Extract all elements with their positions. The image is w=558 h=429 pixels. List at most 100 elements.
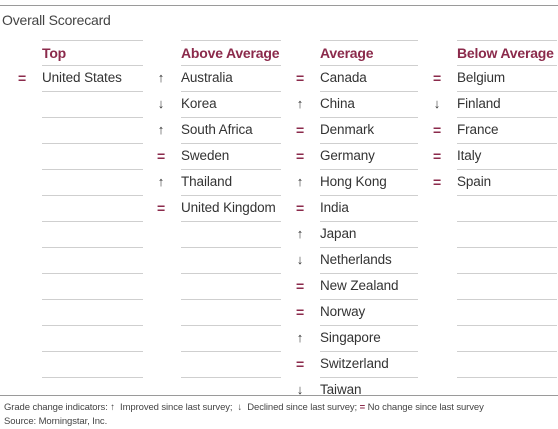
table-row [457, 351, 557, 377]
table-row [42, 351, 143, 377]
table-row [181, 351, 281, 377]
country-name: Singapore [320, 330, 381, 345]
table-row [457, 195, 557, 221]
table-row: = France [433, 117, 557, 143]
table-row: ↓ Netherlands [297, 247, 418, 273]
table-row: = India [296, 195, 418, 221]
column-header-average: Average [320, 40, 418, 65]
legend-declined: Declined since last survey; [247, 402, 358, 413]
up-arrow-icon: ↑ [157, 174, 165, 189]
up-arrow-icon: ↑ [296, 226, 304, 241]
table-row: ↓ Taiwan [297, 377, 418, 403]
table-row [181, 299, 281, 325]
legend-same: No change since last survey [367, 402, 484, 413]
up-arrow-icon: ↑ [157, 122, 165, 137]
table-row: = Germany [296, 143, 418, 169]
table-row [42, 273, 143, 299]
equals-icon: = [359, 402, 366, 413]
country-name: Thailand [181, 174, 232, 189]
equals-icon: = [295, 70, 305, 86]
down-arrow-icon: ↓ [296, 382, 304, 397]
table-row: = Switzerland [296, 351, 418, 377]
table-row: ↑ Singapore [297, 325, 418, 351]
country-name: Finland [457, 96, 501, 111]
equals-icon: = [295, 304, 305, 320]
equals-icon: = [17, 70, 27, 86]
bottom-rule [0, 395, 558, 396]
table-row: ↑ South Africa [158, 117, 281, 143]
column-below-average: Below Average = Belgium ↓ Finland = France = It… [433, 40, 557, 403]
table-row: = Sweden [157, 143, 281, 169]
legend: Grade change indicators: ↑ Improved sinc… [4, 402, 484, 413]
equals-icon: = [295, 278, 305, 294]
country-name: New Zealand [320, 278, 399, 293]
table-row: ↑ China [297, 91, 418, 117]
table-row [181, 221, 281, 247]
legend-improved: Improved since last survey; [120, 402, 233, 413]
up-arrow-icon: ↑ [296, 96, 304, 111]
up-arrow-icon: ↑ [296, 174, 304, 189]
country-name: Spain [457, 174, 492, 189]
table-row [42, 247, 143, 273]
up-arrow-icon: ↑ [296, 330, 304, 345]
table-row [42, 325, 143, 351]
country-name: Sweden [181, 148, 230, 163]
table-row: = Italy [433, 143, 557, 169]
table-row: = United Kingdom [157, 195, 281, 221]
country-name: Netherlands [320, 252, 392, 267]
column-header-top: Top [42, 40, 143, 65]
country-name: Switzerland [320, 356, 389, 371]
page-title: Overall Scorecard [2, 12, 111, 28]
down-arrow-icon: ↓ [296, 252, 304, 267]
down-arrow-icon: ↓ [433, 96, 441, 111]
country-name: United States [42, 70, 122, 85]
country-name: South Africa [181, 122, 253, 137]
table-row: ↓ Finland [434, 91, 557, 117]
table-row [42, 195, 143, 221]
column-average: Average = Canada ↑ China = Denmark = Germany ↑ Ho… [296, 40, 418, 403]
country-name: Korea [181, 96, 217, 111]
country-name: Japan [320, 226, 357, 241]
table-row [42, 299, 143, 325]
table-row [42, 91, 143, 117]
down-arrow-icon: ↓ [157, 96, 165, 111]
country-name: India [320, 200, 349, 215]
equals-icon: = [432, 148, 442, 164]
table-row: ↑ Thailand [158, 169, 281, 195]
table-row [42, 377, 143, 403]
table-row: = New Zealand [296, 273, 418, 299]
top-rule [0, 5, 558, 6]
country-name: Australia [181, 70, 233, 85]
table-row: ↑ Japan [297, 221, 418, 247]
country-name: Hong Kong [320, 174, 387, 189]
table-row: = United States [18, 65, 143, 91]
legend-prefix: Grade change indicators: [4, 402, 111, 413]
equals-icon: = [295, 148, 305, 164]
table-row [181, 325, 281, 351]
equals-icon: = [295, 200, 305, 216]
country-name: Belgium [457, 70, 506, 85]
column-header-above-average: Above Average [181, 40, 281, 65]
table-row [42, 143, 143, 169]
source-note: Source: Morningstar, Inc. [4, 416, 108, 427]
country-name: Germany [320, 148, 375, 163]
country-name: Norway [320, 304, 366, 319]
table-row [42, 169, 143, 195]
up-arrow-icon: ↑ [157, 70, 165, 85]
country-name: Denmark [320, 122, 375, 137]
down-arrow-icon: ↓ [237, 402, 243, 413]
table-row [457, 299, 557, 325]
table-row: = Belgium [433, 65, 557, 91]
column-header-below-average: Below Average [457, 40, 557, 65]
table-row: = Spain [433, 169, 557, 195]
table-row [457, 325, 557, 351]
column-above-average: Above Average ↑ Australia ↓ Korea ↑ South Afr… [157, 40, 281, 403]
table-row [457, 377, 557, 403]
equals-icon: = [432, 174, 442, 190]
equals-icon: = [295, 122, 305, 138]
country-name: United Kingdom [181, 200, 276, 215]
table-row [181, 273, 281, 299]
country-name: China [320, 96, 355, 111]
equals-icon: = [432, 70, 442, 86]
column-top: Top = United States [18, 40, 143, 403]
